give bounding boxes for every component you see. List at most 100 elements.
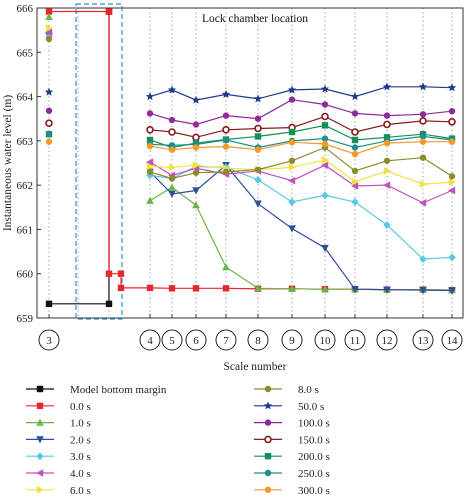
point-11-5	[254, 133, 262, 140]
x-tick-circle-10	[314, 329, 336, 351]
point-5-10	[419, 199, 427, 207]
point-1-0	[45, 8, 53, 15]
point-7-5	[254, 166, 262, 173]
point-11-9	[383, 134, 391, 141]
legend-marker-6	[36, 486, 44, 494]
series-line-3-1	[149, 164, 453, 292]
legend-marker-12	[264, 469, 272, 477]
x-tick-circle-6	[185, 329, 207, 351]
point-10-7	[321, 112, 329, 121]
point-5-6	[288, 176, 296, 185]
legend-item-8: 50.0 s	[254, 401, 324, 413]
point-13-5	[254, 146, 262, 153]
point-5-11	[448, 186, 456, 195]
point-6-7	[321, 156, 329, 164]
point-13-9	[383, 139, 391, 147]
point-10-3	[192, 133, 200, 142]
point-10-5	[254, 124, 262, 133]
x-tick-label-11: 11	[350, 335, 361, 347]
x-axis: 3 4 5 6 7 8 9 10 11 12 13 14	[38, 314, 463, 351]
plot-frame	[36, 7, 464, 319]
point-5-0	[45, 28, 53, 37]
point-10-4	[222, 125, 230, 134]
point-5-9	[383, 181, 391, 189]
legend-item-0: Model bottom margin	[26, 384, 167, 396]
legend-marker-13	[264, 486, 272, 493]
point-12-10	[419, 133, 427, 140]
point-4-7	[321, 191, 329, 200]
point-9-3	[192, 121, 200, 128]
point-6-1	[146, 162, 154, 171]
series-line-4-1	[149, 165, 453, 260]
point-2-7	[321, 285, 329, 293]
point-13-10	[419, 138, 427, 145]
point-9-5	[254, 115, 262, 122]
point-8-9	[382, 82, 392, 91]
point-6-2	[168, 163, 176, 172]
series-4	[45, 32, 456, 264]
y-axis-title: Instantaneous water level (m)	[2, 95, 14, 232]
legend-label-1: 0.0 s	[70, 401, 91, 413]
x-tick-label-4: 4	[147, 335, 153, 347]
legend-label-10: 150.0 s	[298, 434, 330, 446]
point-11-6	[288, 128, 296, 136]
point-6-10	[419, 180, 427, 189]
point-7-3	[192, 169, 200, 176]
point-2-3	[192, 201, 200, 209]
point-2-6	[288, 284, 296, 292]
point-13-11	[448, 138, 456, 145]
x-tick-label-9: 9	[289, 335, 295, 347]
x-tick-label-6: 6	[193, 335, 199, 347]
lock-chamber-annotation: Lock chamber location	[202, 13, 308, 25]
point-9-11	[448, 107, 456, 115]
point-12-8	[351, 144, 359, 151]
legend-item-1: 0.0 s	[26, 401, 91, 413]
legend-item-11: 200.0 s	[254, 451, 330, 463]
legend-marker-1	[36, 402, 44, 409]
y-tick-label-665: 665	[17, 47, 34, 59]
legend-item-3: 2.0 s	[26, 434, 91, 446]
point-8-4	[221, 89, 231, 98]
point-11-7	[321, 122, 329, 129]
x-tick-circle-8	[247, 329, 269, 351]
point-3-7	[321, 244, 329, 253]
point-4-10	[419, 255, 427, 264]
y-tick-label-663: 663	[17, 136, 34, 148]
x-tick-circle-9	[281, 329, 303, 351]
point-13-7	[321, 140, 329, 148]
point-3-2	[168, 190, 176, 198]
legend-marker-4	[36, 452, 44, 461]
point-12-4	[222, 136, 230, 144]
point-4-1	[146, 171, 154, 180]
point-6-11	[448, 178, 456, 186]
point-10-11	[448, 118, 456, 126]
legend-label-8: 50.0 s	[298, 401, 324, 413]
point-9-10	[419, 111, 427, 118]
point-2-2	[168, 183, 176, 191]
series-1	[45, 8, 456, 294]
point-3-11	[448, 287, 456, 295]
point-8-3	[191, 95, 201, 104]
point-7-2	[168, 175, 176, 182]
x-tick-label-3: 3	[46, 335, 52, 347]
series-13	[45, 138, 456, 158]
series-11	[45, 122, 456, 151]
y-tick-label-664: 664	[17, 92, 34, 104]
point-9-0	[45, 107, 53, 114]
x-tick-circle-3	[38, 329, 60, 351]
legend-marker-10	[264, 435, 272, 444]
point-8-2	[167, 85, 177, 94]
point-9-8	[351, 110, 359, 117]
point-6-3	[192, 161, 200, 170]
series-line-0-0	[49, 11, 110, 305]
y-tick-label-660: 660	[17, 269, 34, 281]
series-12	[45, 131, 456, 151]
point-6-0	[45, 24, 53, 32]
x-tick-label-13: 13	[418, 335, 430, 347]
legend-marker-11	[264, 453, 272, 460]
x-tick-circle-4	[139, 329, 161, 351]
point-10-8	[351, 128, 359, 136]
point-6-9	[383, 167, 391, 175]
series-0	[45, 8, 113, 308]
